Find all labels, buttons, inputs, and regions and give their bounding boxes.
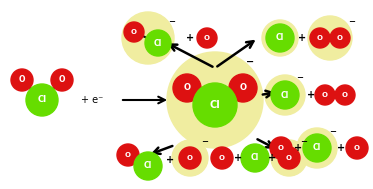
Text: +: + bbox=[294, 143, 302, 153]
Circle shape bbox=[330, 28, 350, 48]
Circle shape bbox=[11, 69, 33, 91]
Text: O: O bbox=[184, 84, 191, 92]
Circle shape bbox=[51, 69, 73, 91]
Circle shape bbox=[145, 30, 171, 56]
Circle shape bbox=[241, 144, 269, 172]
Circle shape bbox=[265, 75, 305, 115]
Circle shape bbox=[197, 28, 217, 48]
Circle shape bbox=[266, 24, 294, 52]
Text: O: O bbox=[131, 29, 137, 35]
Circle shape bbox=[122, 12, 174, 64]
Circle shape bbox=[172, 140, 208, 176]
Circle shape bbox=[310, 28, 330, 48]
Text: O: O bbox=[317, 35, 323, 41]
Text: O: O bbox=[342, 92, 348, 98]
Text: +: + bbox=[298, 33, 306, 43]
Circle shape bbox=[346, 137, 368, 159]
Text: Cl: Cl bbox=[154, 39, 162, 47]
Text: Cl: Cl bbox=[281, 91, 289, 99]
Text: O: O bbox=[322, 92, 328, 98]
Text: −: − bbox=[201, 138, 209, 146]
Text: +: + bbox=[186, 33, 194, 43]
Text: O: O bbox=[278, 145, 284, 151]
Circle shape bbox=[335, 85, 355, 105]
Circle shape bbox=[271, 81, 299, 109]
Text: −: − bbox=[329, 128, 336, 136]
Text: Cl: Cl bbox=[210, 100, 220, 110]
Circle shape bbox=[193, 83, 237, 127]
Circle shape bbox=[278, 147, 300, 169]
Text: +: + bbox=[268, 153, 276, 163]
Text: Cl: Cl bbox=[37, 95, 47, 105]
Text: +: + bbox=[307, 90, 315, 100]
Circle shape bbox=[117, 144, 139, 166]
Circle shape bbox=[229, 74, 257, 102]
Text: O: O bbox=[219, 155, 225, 161]
Circle shape bbox=[211, 147, 233, 169]
Circle shape bbox=[315, 85, 335, 105]
Text: −: − bbox=[297, 74, 304, 83]
Circle shape bbox=[270, 137, 292, 159]
Text: O: O bbox=[19, 75, 25, 84]
Circle shape bbox=[308, 16, 352, 60]
Circle shape bbox=[297, 128, 337, 168]
Text: O: O bbox=[187, 155, 193, 161]
Circle shape bbox=[303, 134, 331, 162]
Text: O: O bbox=[354, 145, 360, 151]
Circle shape bbox=[262, 20, 298, 56]
Text: O: O bbox=[239, 84, 247, 92]
Circle shape bbox=[26, 84, 58, 116]
Text: −: − bbox=[169, 18, 176, 26]
Text: −: − bbox=[246, 57, 254, 67]
Circle shape bbox=[271, 140, 307, 176]
Text: −: − bbox=[348, 18, 355, 26]
Text: O: O bbox=[286, 155, 292, 161]
Text: O: O bbox=[337, 35, 343, 41]
Text: −: − bbox=[301, 138, 307, 146]
Text: +: + bbox=[337, 143, 345, 153]
Text: O: O bbox=[204, 35, 210, 41]
Text: Cl: Cl bbox=[276, 33, 284, 43]
Circle shape bbox=[124, 22, 144, 42]
Text: +: + bbox=[166, 155, 174, 165]
Text: Cl: Cl bbox=[251, 153, 259, 163]
Text: Cl: Cl bbox=[313, 143, 321, 153]
Text: O: O bbox=[125, 152, 131, 158]
Text: O: O bbox=[59, 75, 65, 84]
Circle shape bbox=[167, 52, 263, 148]
Circle shape bbox=[173, 74, 201, 102]
Text: +: + bbox=[234, 153, 242, 163]
Circle shape bbox=[134, 152, 162, 180]
Text: Cl: Cl bbox=[144, 161, 152, 170]
Text: + e⁻: + e⁻ bbox=[81, 95, 103, 105]
Circle shape bbox=[179, 147, 201, 169]
